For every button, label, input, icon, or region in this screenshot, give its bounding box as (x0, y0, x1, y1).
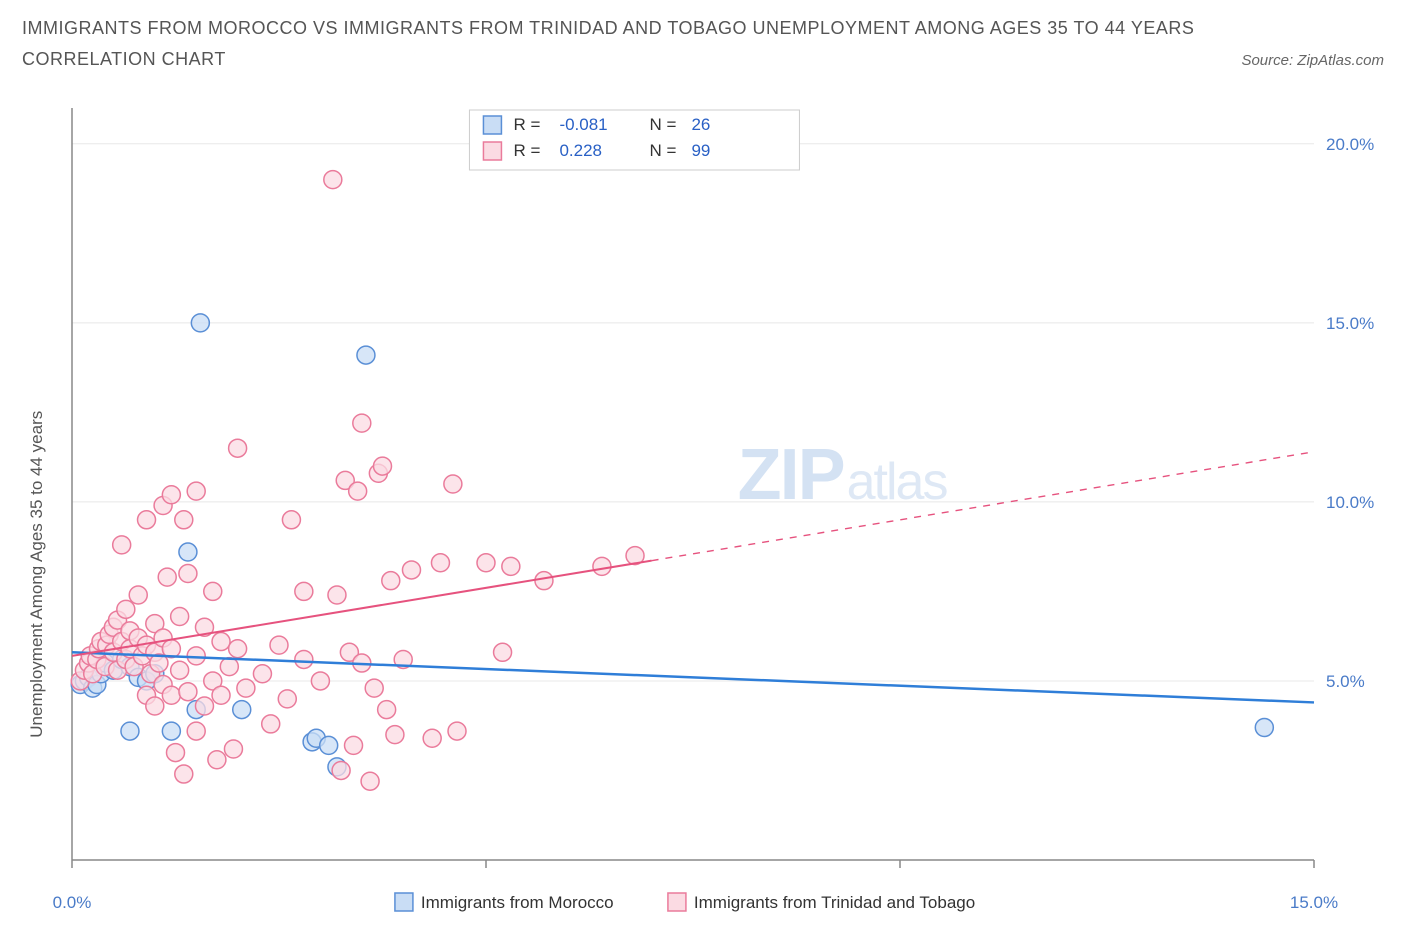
scatter-point (179, 683, 197, 701)
bottom-legend-label: Immigrants from Morocco (421, 893, 614, 912)
scatter-point (402, 561, 420, 579)
scatter-point (208, 751, 226, 769)
scatter-point (353, 414, 371, 432)
scatter-point (357, 346, 375, 364)
scatter-point (349, 482, 367, 500)
legend-n-value: 99 (691, 141, 710, 160)
legend-r-label: R = (513, 115, 540, 134)
scatter-point (448, 722, 466, 740)
scatter-point (320, 736, 338, 754)
scatter-point (502, 557, 520, 575)
scatter-point (233, 701, 251, 719)
scatter-point (237, 679, 255, 697)
scatter-point (423, 729, 441, 747)
scatter-point (282, 511, 300, 529)
scatter-point (175, 511, 193, 529)
legend-n-label: N = (649, 115, 676, 134)
scatter-point (113, 536, 131, 554)
scatter-point (167, 744, 185, 762)
legend-swatch (483, 116, 501, 134)
scatter-point (138, 511, 156, 529)
scatter-point (253, 665, 271, 683)
scatter-point (444, 475, 462, 493)
scatter-point (187, 482, 205, 500)
chart-container: ZIPatlas0.0%15.0%5.0%10.0%15.0%20.0%Unem… (22, 100, 1384, 920)
scatter-point (1255, 719, 1273, 737)
scatter-point (332, 761, 350, 779)
correlation-scatter-chart: ZIPatlas0.0%15.0%5.0%10.0%15.0%20.0%Unem… (22, 100, 1384, 920)
scatter-point (431, 554, 449, 572)
scatter-point (229, 640, 247, 658)
scatter-point (129, 586, 147, 604)
y-tick-label: 20.0% (1326, 135, 1374, 154)
scatter-point (171, 661, 189, 679)
scatter-point (361, 772, 379, 790)
scatter-point (278, 690, 296, 708)
scatter-point (187, 722, 205, 740)
legend-n-label: N = (649, 141, 676, 160)
scatter-point (224, 740, 242, 758)
legend-r-value: -0.081 (559, 115, 607, 134)
legend-swatch (483, 142, 501, 160)
scatter-point (146, 697, 164, 715)
scatter-point (191, 314, 209, 332)
scatter-point (162, 686, 180, 704)
y-tick-label: 5.0% (1326, 672, 1365, 691)
scatter-point (117, 600, 135, 618)
y-axis-label: Unemployment Among Ages 35 to 44 years (27, 411, 46, 738)
legend-r-value: 0.228 (559, 141, 602, 160)
bottom-legend-swatch (668, 893, 686, 911)
scatter-point (378, 701, 396, 719)
scatter-point (311, 672, 329, 690)
scatter-point (593, 557, 611, 575)
scatter-point (204, 582, 222, 600)
scatter-point (220, 658, 238, 676)
y-tick-label: 10.0% (1326, 493, 1374, 512)
scatter-point (212, 633, 230, 651)
scatter-point (175, 765, 193, 783)
scatter-point (179, 565, 197, 583)
scatter-point (328, 586, 346, 604)
legend-n-value: 26 (691, 115, 710, 134)
scatter-point (386, 726, 404, 744)
scatter-point (365, 679, 383, 697)
scatter-point (162, 486, 180, 504)
bottom-legend-swatch (395, 893, 413, 911)
scatter-point (324, 171, 342, 189)
scatter-point (382, 572, 400, 590)
scatter-point (158, 568, 176, 586)
scatter-point (162, 722, 180, 740)
scatter-point (262, 715, 280, 733)
scatter-point (179, 543, 197, 561)
y-tick-label: 15.0% (1326, 314, 1374, 333)
scatter-point (477, 554, 495, 572)
x-tick-label: 15.0% (1290, 893, 1338, 912)
bottom-legend-label: Immigrants from Trinidad and Tobago (694, 893, 975, 912)
scatter-point (171, 607, 189, 625)
x-tick-label: 0.0% (53, 893, 92, 912)
scatter-point (121, 722, 139, 740)
scatter-point (195, 697, 213, 715)
chart-title-line2: CORRELATION CHART (22, 49, 226, 70)
scatter-point (212, 686, 230, 704)
scatter-point (270, 636, 288, 654)
scatter-point (229, 439, 247, 457)
scatter-point (535, 572, 553, 590)
scatter-point (295, 582, 313, 600)
scatter-point (374, 457, 392, 475)
legend-r-label: R = (513, 141, 540, 160)
scatter-point (345, 736, 363, 754)
source-attribution: Source: ZipAtlas.com (1241, 52, 1384, 69)
scatter-point (494, 643, 512, 661)
chart-title-line1: IMMIGRANTS FROM MOROCCO VS IMMIGRANTS FR… (22, 18, 1384, 39)
scatter-point (295, 650, 313, 668)
